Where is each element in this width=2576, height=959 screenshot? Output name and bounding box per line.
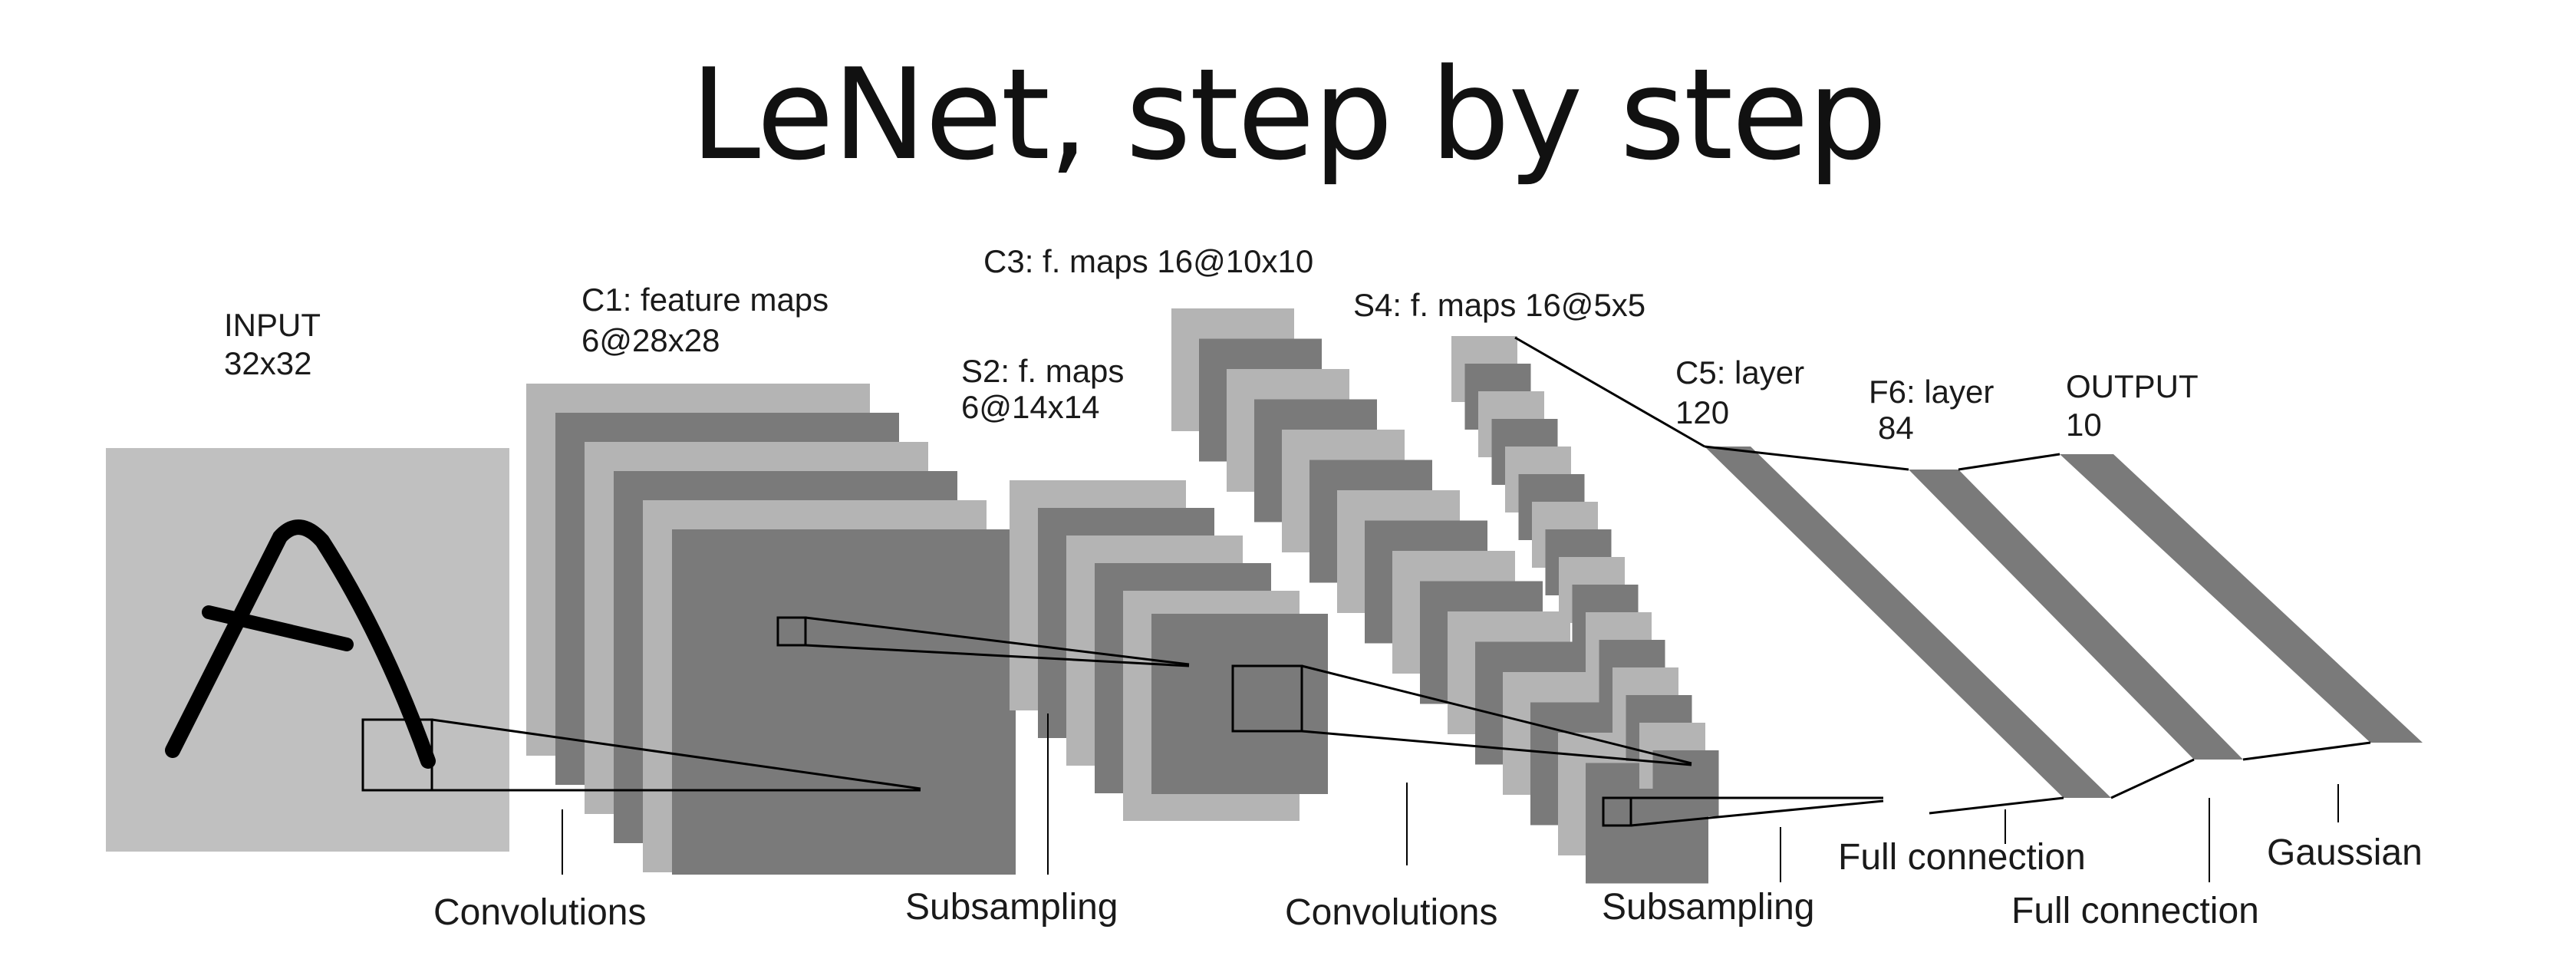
page-title: LeNet, step by step — [690, 41, 1887, 188]
output-layer-band — [2060, 454, 2423, 743]
s4-map — [1652, 750, 1719, 816]
input-receptive-field — [361, 718, 433, 792]
full-connection-label-2: Full connection — [2011, 891, 2259, 931]
s2-size-label: 6@14x14 — [961, 389, 1099, 425]
s2-receptive-field — [1231, 664, 1303, 733]
s2-map — [1151, 614, 1328, 794]
s2-feature-maps — [1010, 480, 1328, 821]
connection-lines — [431, 336, 2371, 882]
convolutions-label-1: Convolutions — [433, 892, 647, 933]
convolutions-label-2: Convolutions — [1285, 892, 1498, 933]
c5-size-label: 120 — [1675, 394, 1729, 430]
input-size-label: 32x32 — [224, 345, 311, 381]
c1-size-label: 6@28x28 — [581, 322, 720, 358]
input-label: INPUT — [224, 307, 321, 343]
input-layer — [106, 448, 509, 852]
s2-label: S2: f. maps — [961, 353, 1124, 389]
subsampling-label-1: Subsampling — [905, 887, 1118, 928]
input-image — [106, 448, 509, 852]
subsampling-label-2: Subsampling — [1602, 887, 1815, 928]
s4-feature-maps — [1451, 336, 1719, 816]
c1-feature-maps — [526, 384, 1016, 875]
s4-label: S4: f. maps 16@5x5 — [1353, 287, 1645, 323]
gaussian-label: Gaussian — [2267, 832, 2423, 873]
output-label: OUTPUT — [2066, 368, 2199, 404]
handwritten-a-glyph — [165, 519, 436, 769]
f6-label: F6: layer — [1869, 374, 1994, 410]
c3-label: C3: f. maps 16@10x10 — [983, 243, 1313, 279]
layer-labels: INPUT 32x32 C1: feature maps 6@28x28 S2:… — [224, 243, 2199, 446]
operation-labels: Convolutions Subsampling Convolutions Su… — [433, 832, 2423, 933]
c1-map — [672, 529, 1016, 875]
c1-label: C1: feature maps — [581, 282, 828, 318]
c5-label: C5: layer — [1675, 354, 1804, 391]
c5-layer-band — [1705, 447, 2111, 798]
c3-feature-maps — [1171, 308, 1708, 884]
f6-layer-band — [1909, 470, 2243, 760]
output-size-label: 10 — [2066, 407, 2102, 443]
c1-receptive-field — [776, 616, 807, 647]
f6-size-label: 84 — [1878, 410, 1914, 446]
full-connection-label-1: Full connection — [1838, 837, 2086, 878]
fully-connected-layers — [1705, 447, 2423, 798]
